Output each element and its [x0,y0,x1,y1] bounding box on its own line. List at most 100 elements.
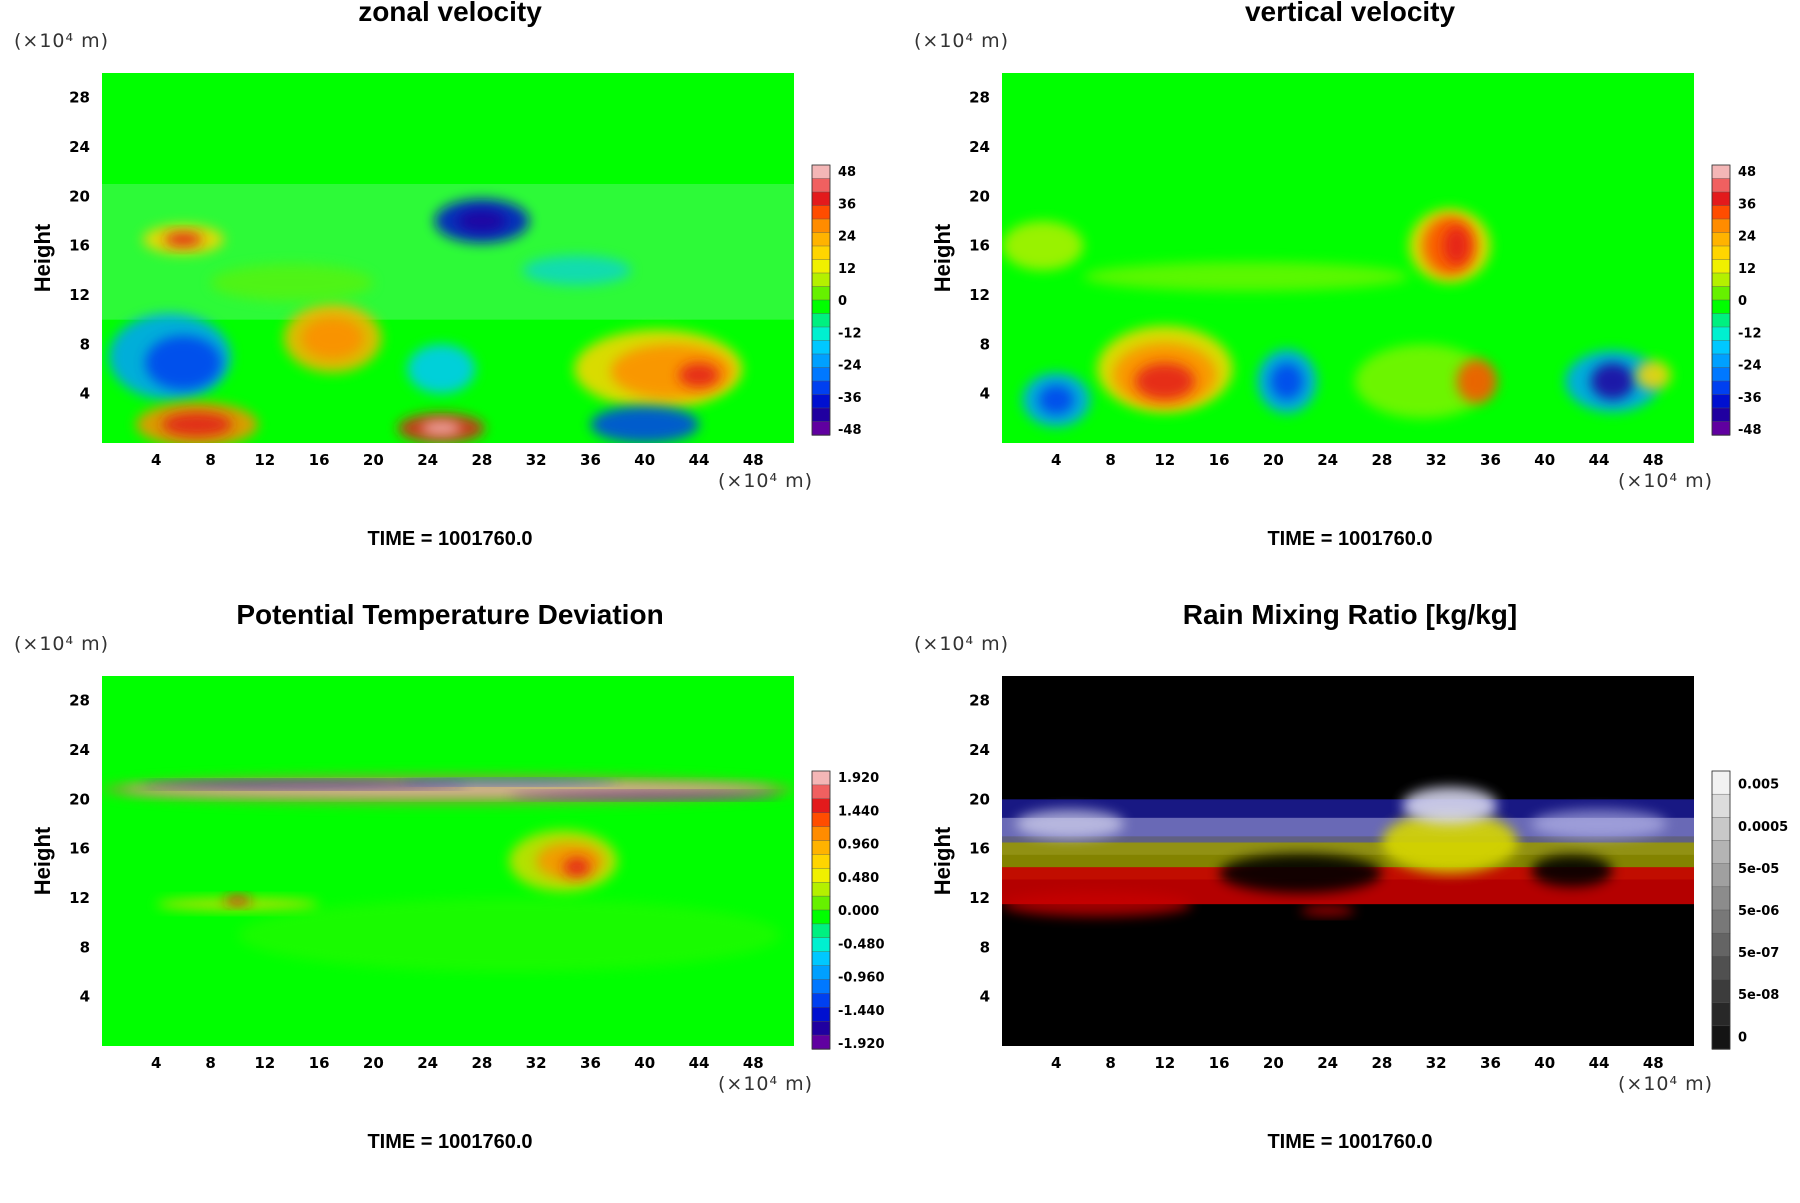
y-tick-label: 20 [969,187,990,205]
field-feature [1270,362,1304,400]
panel-zonal-velocity: zonal velocity (×10⁴ m) Height 4 8 12 16 20 24… [0,0,900,600]
time-label: TIME = 1001760.0 [367,528,533,550]
x-tick-label: 20 [1263,1054,1284,1072]
x-unit-label: (×10⁴ m) [718,1073,814,1095]
x-tick-label: 32 [526,1054,547,1072]
y-tick-label: 8 [980,335,990,353]
x-tick-label: 44 [689,451,710,469]
plot-area [102,676,794,1046]
field-feature [210,264,374,302]
colorbar-swatch [1711,1002,1731,1027]
colorbar-swatch [811,979,831,995]
colorbar-swatch [1711,979,1731,1004]
field-feature [678,362,720,388]
colorbar-swatch [811,826,831,842]
field-layer [1002,208,1671,427]
y-tick-label: 24 [969,138,990,156]
colorbar-swatch [811,784,831,800]
colorbar-label: 0.0005 [1738,820,1788,835]
field-feature [1038,385,1074,415]
x-tick-label: 48 [1643,1054,1664,1072]
x-tick-label: 4 [151,451,161,469]
colorbar-swatch [1711,394,1731,409]
colorbar-label: 0.480 [838,871,879,886]
colorbar-label: -12 [1738,326,1762,341]
x-tick-label: 28 [471,451,492,469]
colorbar-swatch [811,812,831,828]
field-feature [1402,787,1498,824]
colorbar-swatch [811,937,831,953]
x-tick-label: 40 [634,1054,655,1072]
y-tick-label: 24 [69,138,90,156]
field-feature [1590,362,1635,400]
colorbar-label: 48 [1738,165,1756,180]
field-feature [590,406,700,443]
colorbar-label: -24 [1738,359,1762,374]
colorbar-swatch [1711,421,1731,436]
y-tick-label: 12 [69,286,90,304]
colorbar-frame [1711,770,1731,1050]
colorbar-swatch [811,407,831,423]
colorbar-swatch [811,353,831,369]
colorbar-swatch [811,421,831,436]
colorbar-swatch [1711,218,1731,234]
y-tick-label: 8 [980,938,990,956]
x-tick-label: 4 [1051,1054,1061,1072]
field-feature [1531,809,1667,839]
x-tick-label: 8 [1105,1054,1115,1072]
y-unit-label: (×10⁴ m) [914,30,1010,52]
field-feature [1083,261,1410,292]
colorbar-label: 0.960 [838,838,879,853]
y-tick-label: 12 [969,889,990,907]
x-tick-label: 28 [471,1054,492,1072]
colorbar-swatch [1711,299,1731,315]
x-unit-label: (×10⁴ m) [718,470,814,492]
colorbar-swatch [811,299,831,315]
x-tick-label: 20 [1263,451,1284,469]
y-tick-label: 24 [969,741,990,759]
colorbar-swatch [1711,191,1731,207]
colorbar-swatch [811,1034,831,1050]
field-layer [1002,787,1694,917]
colorbar-swatch [811,286,831,301]
field-feature [164,232,203,247]
field-feature [224,895,252,906]
colorbar-swatch [811,895,831,911]
y-tick-label: 8 [80,938,90,956]
x-tick-label: 44 [1589,1054,1610,1072]
panel-vertical-velocity: vertical velocity (×10⁴ m) Height 4 8 12 16 2… [900,0,1800,600]
field-feature [420,420,462,436]
field-feature [1456,359,1498,404]
colorbar-swatch [811,205,831,220]
x-tick-label: 12 [1154,1054,1175,1072]
x-tick-label: 44 [689,1054,710,1072]
x-tick-label: 36 [580,1054,601,1072]
colorbar-swatch [1711,886,1731,911]
colorbar-label: 0.000 [838,904,879,919]
colorbar-label: -36 [838,391,862,406]
x-tick-label: 24 [417,451,438,469]
x-tick-label: 40 [634,451,655,469]
chart-title: zonal velocity [358,0,542,27]
x-tick-label: 40 [1534,1054,1555,1072]
panel-rain-mixing-ratio: Rain Mixing Ratio [kg/kg] (×10⁴ m) Heigh… [900,599,1800,1203]
field-feature [145,335,222,390]
colorbar-label: 0 [1738,294,1747,309]
colorbar-swatch [811,272,831,288]
y-axis-label: Height [30,826,55,895]
x-unit-label: (×10⁴ m) [1618,470,1714,492]
y-tick-label: 24 [69,741,90,759]
colorbar-swatch [1711,380,1731,396]
colorbar-label: 5e-08 [1738,988,1779,1003]
colorbar-frame [811,770,831,1050]
colorbar-swatch [1711,863,1731,888]
colorbar-swatch [1711,313,1731,328]
colorbar-frame [811,164,831,436]
colorbar-swatch [811,178,831,193]
field-feature [1354,344,1491,419]
x-tick-label: 44 [1589,451,1610,469]
colorbar-swatch [1711,232,1731,247]
y-tick-label: 16 [69,840,90,858]
